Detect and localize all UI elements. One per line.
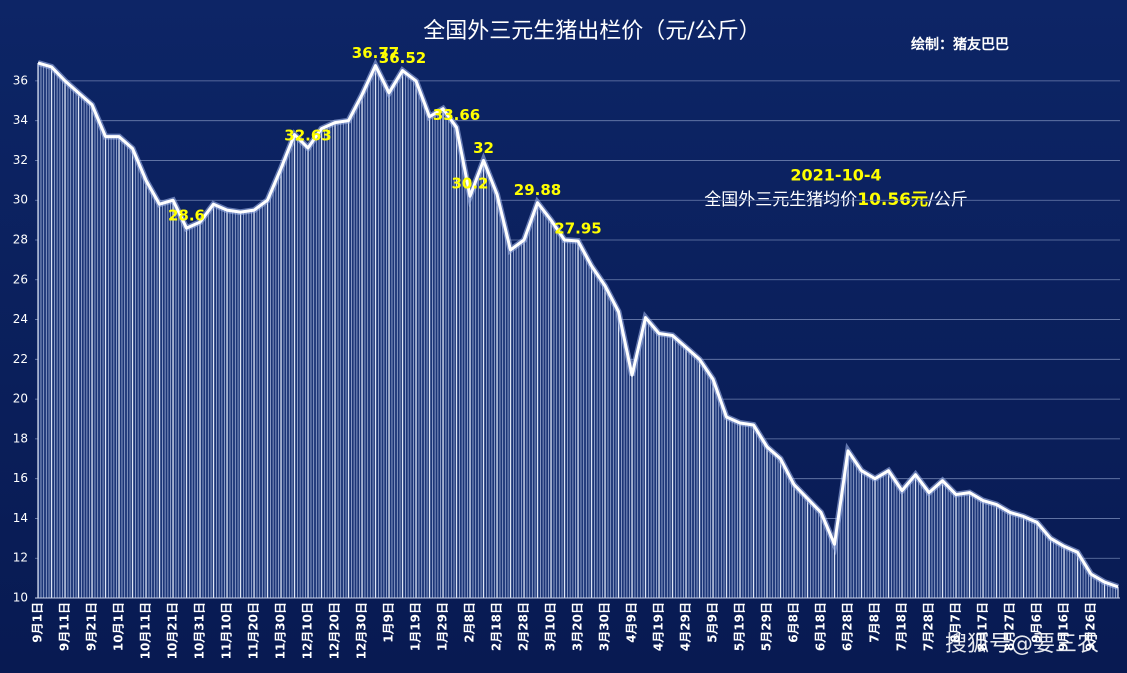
- y-tick-label: 24: [13, 312, 28, 326]
- x-tick-label: 12月10日: [301, 602, 315, 659]
- y-tick-label: 34: [13, 113, 28, 127]
- x-tick-label: 1月9日: [382, 602, 396, 643]
- x-tick-label: 10月31日: [193, 602, 207, 659]
- data-label: 33.66: [433, 106, 480, 124]
- data-label: 29.88: [514, 181, 561, 199]
- x-tick-label: 7月28日: [922, 602, 936, 651]
- x-tick-label: 11月20日: [247, 602, 261, 659]
- x-tick-label: 9月26日: [1084, 602, 1098, 651]
- x-tick-label: 2月8日: [463, 602, 477, 643]
- data-label: 27.95: [554, 219, 601, 237]
- watermark: 搜狐号@要三农: [945, 632, 1099, 657]
- line: [37, 61, 1119, 589]
- x-tick-label: 7月18日: [895, 602, 909, 651]
- x-tick-label: 9月1日: [31, 602, 45, 643]
- x-tick-label: 3月10日: [544, 602, 558, 651]
- y-tick-label: 22: [13, 352, 28, 366]
- data-label: 36.52: [379, 49, 426, 67]
- x-tick-label: 12月20日: [328, 602, 342, 659]
- x-tick-label: 8月27日: [1003, 602, 1017, 651]
- x-tick-label: 4月19日: [652, 602, 666, 651]
- x-tick-label: 6月8日: [787, 602, 801, 643]
- y-tick-label: 20: [13, 392, 28, 406]
- x-tick-label: 8月17日: [976, 602, 990, 651]
- data-label: 32: [473, 139, 494, 157]
- x-tick-label: 9月21日: [85, 602, 99, 651]
- x-tick-label: 1月29日: [436, 602, 450, 651]
- x-tick-label: 8月7日: [949, 602, 963, 643]
- y-tick-label: 14: [13, 511, 28, 525]
- x-tick-label: 10月11日: [139, 602, 153, 659]
- y-tick-label: 28: [13, 233, 28, 247]
- x-tick-label: 10月21日: [166, 602, 180, 659]
- y-tick-label: 16: [13, 471, 28, 485]
- x-tick-label: 1月19日: [409, 602, 423, 651]
- x-tick-label: 3月20日: [571, 602, 585, 651]
- data-label: 28.6: [168, 207, 205, 225]
- x-tick-label: 4月9日: [625, 602, 639, 643]
- y-tick-label: 12: [13, 551, 28, 565]
- x-tick-label: 5月19日: [733, 602, 747, 651]
- x-tick-label: 6月18日: [814, 602, 828, 651]
- x-tick-label: 9月16日: [1057, 602, 1071, 651]
- source: 绘制：猪友巴巴: [911, 36, 1009, 53]
- y-tick-label: 26: [13, 272, 28, 286]
- x-tick-label: 7月8日: [868, 602, 882, 643]
- x-tick-label: 9月6日: [1030, 602, 1044, 643]
- x-tick-label: 4月29日: [679, 602, 693, 651]
- data-label: 32.63: [284, 126, 331, 144]
- x-tick-label: 5月29日: [760, 602, 774, 651]
- x-tick-label: 2月28日: [517, 602, 531, 651]
- x-tick-label: 5月9日: [706, 602, 720, 643]
- x-tick-label: 11月30日: [274, 602, 288, 659]
- x-tick-label: 11月10日: [220, 602, 234, 659]
- x-tick-label: 2月18日: [490, 602, 504, 651]
- data-label: 36.77: [352, 44, 399, 62]
- x-tick-label: 6月28日: [841, 602, 855, 651]
- y-tick-label: 10: [13, 591, 28, 605]
- x-tick-label: 12月30日: [355, 602, 369, 659]
- y-tick-label: 36: [13, 73, 28, 87]
- y-tick-label: 18: [13, 431, 28, 445]
- x-tick-label: 10月1日: [112, 602, 126, 651]
- x-tick-label: 3月30日: [598, 602, 612, 651]
- x-tick-label: 9月11日: [58, 602, 72, 651]
- y-tick-label: 32: [13, 153, 28, 167]
- chart-title: 全国外三元生猪出栏价（元/公斤）: [423, 19, 760, 44]
- data-label: 30.2: [451, 175, 488, 193]
- note-date: 2021-10-4: [790, 166, 881, 185]
- y-tick-label: 30: [13, 193, 28, 207]
